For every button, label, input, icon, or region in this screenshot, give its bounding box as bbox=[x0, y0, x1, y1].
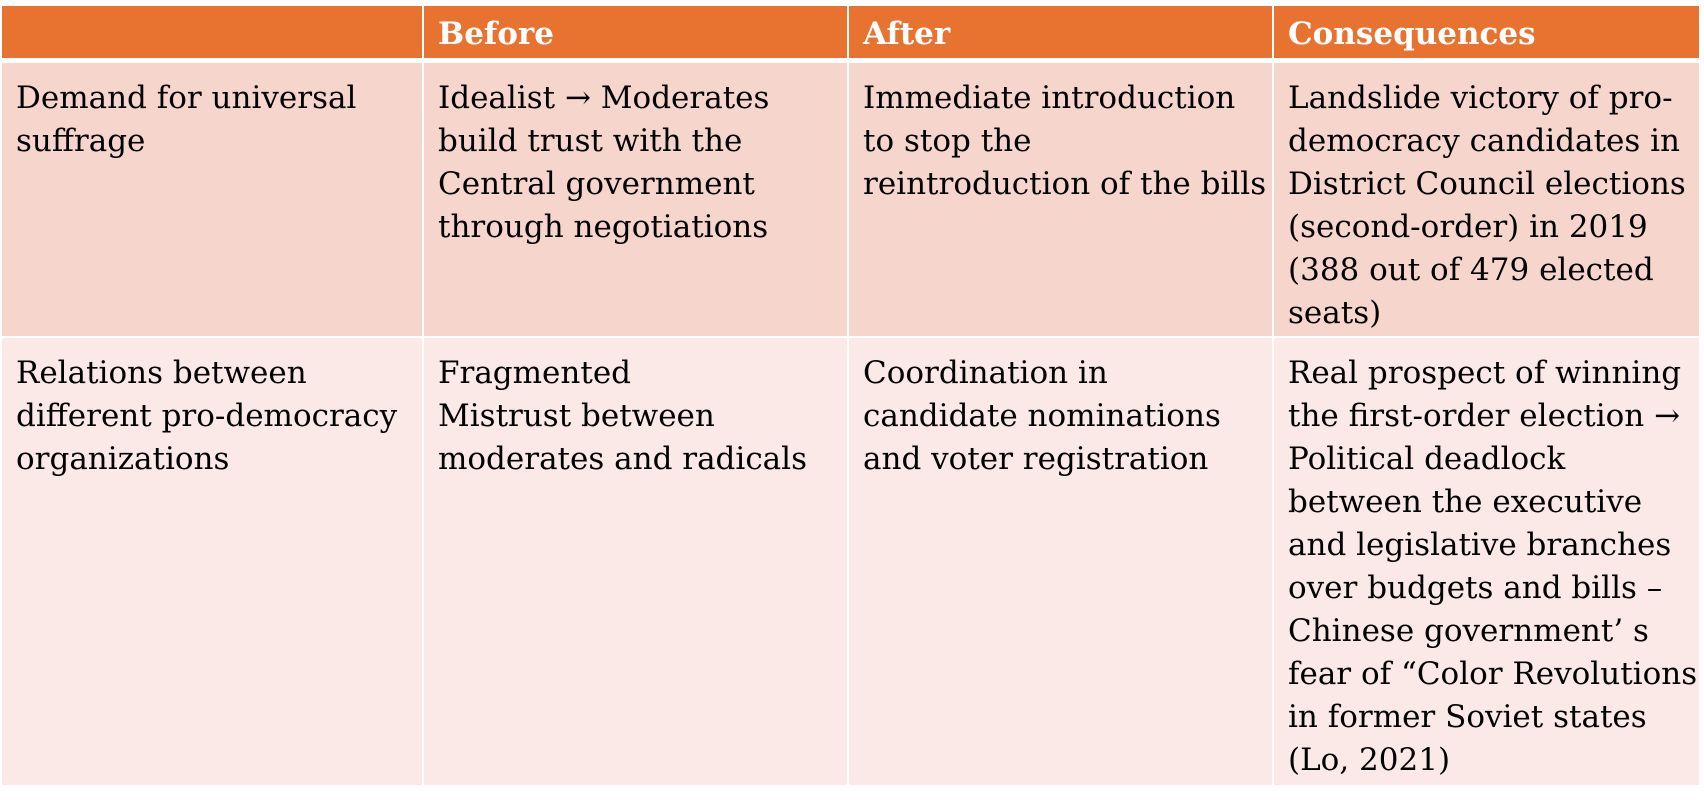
cell-text-line: democracy candidates in bbox=[1288, 123, 1680, 159]
cell-text-line: Real prospect of winning bbox=[1288, 355, 1682, 391]
after-cell: Immediate introduction to stop the reint… bbox=[849, 63, 1274, 338]
header-cell-before: Before bbox=[424, 6, 849, 63]
cell-text-line: fear of “Color Revolutions” bbox=[1288, 656, 1699, 692]
cell-text-line: build trust with the bbox=[438, 123, 743, 159]
row-label-cell: Demand for universal suffrage bbox=[2, 63, 424, 338]
cell-text-line: Immediate introduction bbox=[863, 80, 1236, 116]
cell-text-line: between the executive bbox=[1288, 484, 1643, 520]
consequences-cell: Landslide victory of pro- democracy cand… bbox=[1274, 63, 1699, 338]
cell-text-line: to stop the bbox=[863, 123, 1032, 159]
cell-text-line: Relations between bbox=[16, 355, 307, 391]
cell-text-line: Mistrust between bbox=[438, 398, 715, 434]
cell-text-line: seats) bbox=[1288, 295, 1382, 331]
cell-text-line: (second-order) in 2019 bbox=[1288, 209, 1648, 245]
header-cell-after: After bbox=[849, 6, 1274, 63]
cell-text-line: (388 out of 479 elected bbox=[1288, 252, 1654, 288]
comparison-table: Before After Consequences Demand for uni… bbox=[2, 6, 1699, 787]
cell-text-line: (Lo, 2021) bbox=[1288, 742, 1451, 778]
cell-text-line: Chinese government’ s bbox=[1288, 613, 1649, 649]
cell-text-line: the first-order election → bbox=[1288, 398, 1681, 434]
cell-text-line: Idealist → Moderates bbox=[438, 80, 770, 116]
cell-text-line: reintroduction of the bills bbox=[863, 166, 1267, 202]
cell-text-line: moderates and radicals bbox=[438, 441, 807, 477]
cell-text-line: District Council elections bbox=[1288, 166, 1686, 202]
before-cell: Idealist → Moderates build trust with th… bbox=[424, 63, 849, 338]
cell-text-line: and voter registration bbox=[863, 441, 1209, 477]
cell-text-line: organizations bbox=[16, 441, 230, 477]
header-cell-consequences: Consequences bbox=[1274, 6, 1699, 63]
row-label-cell: Relations between different pro-democrac… bbox=[2, 338, 424, 787]
cell-text-line: in former Soviet states bbox=[1288, 699, 1647, 735]
cell-text-line: suffrage bbox=[16, 123, 146, 159]
cell-text-line: Central government bbox=[438, 166, 755, 202]
cell-text-line: Political deadlock bbox=[1288, 441, 1566, 477]
cell-text-line: Demand for universal bbox=[16, 80, 357, 116]
cell-text-line: Landslide victory of pro- bbox=[1288, 80, 1673, 116]
before-cell: Fragmented Mistrust between moderates an… bbox=[424, 338, 849, 787]
cell-text-line: over budgets and bills – bbox=[1288, 570, 1663, 606]
cell-text-line: and legislative branches bbox=[1288, 527, 1672, 563]
cell-text-line: Fragmented bbox=[438, 355, 632, 391]
consequences-cell: Real prospect of winning the first-order… bbox=[1274, 338, 1699, 787]
cell-text-line: candidate nominations bbox=[863, 398, 1221, 434]
cell-text-line: different pro-democracy bbox=[16, 398, 398, 434]
cell-text-line: through negotiations bbox=[438, 209, 769, 245]
after-cell: Coordination in candidate nominations an… bbox=[849, 338, 1274, 787]
header-cell-empty bbox=[2, 6, 424, 63]
cell-text-line: Coordination in bbox=[863, 355, 1108, 391]
